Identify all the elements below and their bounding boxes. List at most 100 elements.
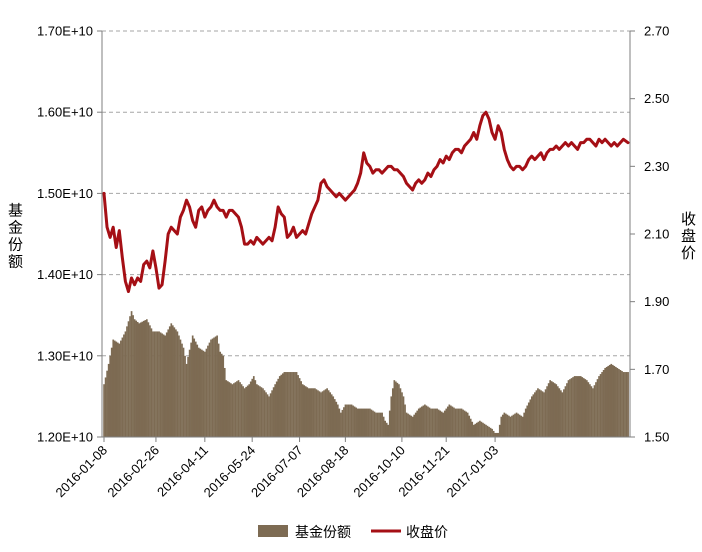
- bar: [266, 394, 269, 437]
- bar: [153, 331, 156, 437]
- bar: [563, 389, 565, 437]
- bar: [202, 350, 205, 437]
- bar: [303, 385, 306, 437]
- bar: [304, 386, 307, 437]
- bar: [359, 408, 362, 437]
- bar: [295, 372, 298, 437]
- bar: [625, 372, 628, 437]
- bar: [604, 367, 606, 437]
- bar: [616, 367, 619, 437]
- bar: [451, 406, 454, 437]
- bar: [582, 378, 585, 437]
- bar: [141, 321, 144, 437]
- bar: [537, 388, 539, 437]
- bar: [369, 408, 371, 437]
- bar: [211, 338, 214, 437]
- bar: [494, 432, 497, 437]
- bar: [446, 406, 449, 437]
- bar: [184, 355, 186, 437]
- bar: [555, 384, 558, 437]
- right-tick-label: 2.50: [644, 91, 669, 106]
- bar: [243, 388, 246, 437]
- bar: [335, 401, 338, 437]
- left-tick-label: 1.40E+10: [37, 267, 93, 282]
- bar: [120, 340, 122, 437]
- bar: [535, 390, 538, 437]
- bar: [501, 414, 504, 437]
- bar: [181, 343, 183, 437]
- bar: [240, 384, 243, 437]
- bar: [167, 329, 170, 437]
- bar: [541, 391, 544, 437]
- bar: [341, 409, 344, 437]
- bar: [398, 384, 400, 437]
- bar: [578, 376, 581, 437]
- bar: [251, 378, 254, 437]
- bar: [450, 405, 452, 437]
- bar: [146, 319, 148, 437]
- bar: [424, 404, 426, 437]
- bar: [547, 383, 550, 437]
- bar: [349, 404, 351, 437]
- bar: [396, 382, 399, 437]
- bar: [219, 351, 222, 437]
- bar: [437, 409, 440, 437]
- bar: [367, 408, 370, 437]
- bar: [488, 426, 490, 437]
- bar: [421, 406, 423, 437]
- bar: [527, 402, 530, 437]
- bar: [176, 331, 179, 437]
- bar: [592, 388, 594, 437]
- bar: [622, 372, 625, 437]
- bar: [518, 414, 521, 437]
- bar: [185, 363, 188, 437]
- bar: [378, 412, 380, 437]
- bar: [520, 415, 522, 437]
- bar: [307, 388, 310, 437]
- bar: [205, 348, 208, 437]
- bar: [217, 343, 220, 437]
- x-tick-label: 2016-01-08: [52, 443, 110, 501]
- bar-series-fund-shares: [103, 311, 629, 438]
- bar: [428, 407, 431, 437]
- bar: [173, 327, 176, 437]
- bar: [596, 379, 599, 437]
- bar: [272, 387, 275, 437]
- bar: [521, 416, 524, 437]
- bar: [469, 418, 472, 437]
- bar: [201, 349, 203, 437]
- bar: [434, 408, 437, 437]
- left-axis-title: 基金份额: [8, 202, 23, 271]
- bar: [517, 413, 519, 437]
- bar: [474, 423, 477, 437]
- bar: [613, 365, 616, 437]
- bar: [321, 391, 324, 437]
- bar: [152, 331, 154, 437]
- bar: [103, 384, 105, 437]
- bar: [179, 339, 182, 437]
- bar: [191, 335, 194, 437]
- bar: [505, 413, 507, 437]
- bar: [567, 380, 570, 437]
- bar: [171, 325, 174, 437]
- bar: [110, 347, 113, 437]
- bar: [544, 389, 547, 437]
- bar: [245, 386, 247, 437]
- bar: [401, 392, 403, 437]
- bar: [248, 384, 251, 437]
- bar: [300, 381, 302, 437]
- gridlines: [102, 30, 630, 357]
- bar: [384, 420, 387, 437]
- bar: [393, 380, 396, 437]
- bar: [495, 432, 498, 437]
- bar: [135, 320, 137, 437]
- bar: [329, 392, 332, 437]
- bar: [556, 386, 559, 437]
- bar: [552, 382, 555, 437]
- bar: [263, 390, 266, 437]
- bar: [291, 372, 293, 437]
- bar: [256, 384, 258, 437]
- bar: [419, 407, 422, 437]
- left-tick-label: 1.50E+10: [37, 186, 93, 201]
- bar: [230, 383, 232, 437]
